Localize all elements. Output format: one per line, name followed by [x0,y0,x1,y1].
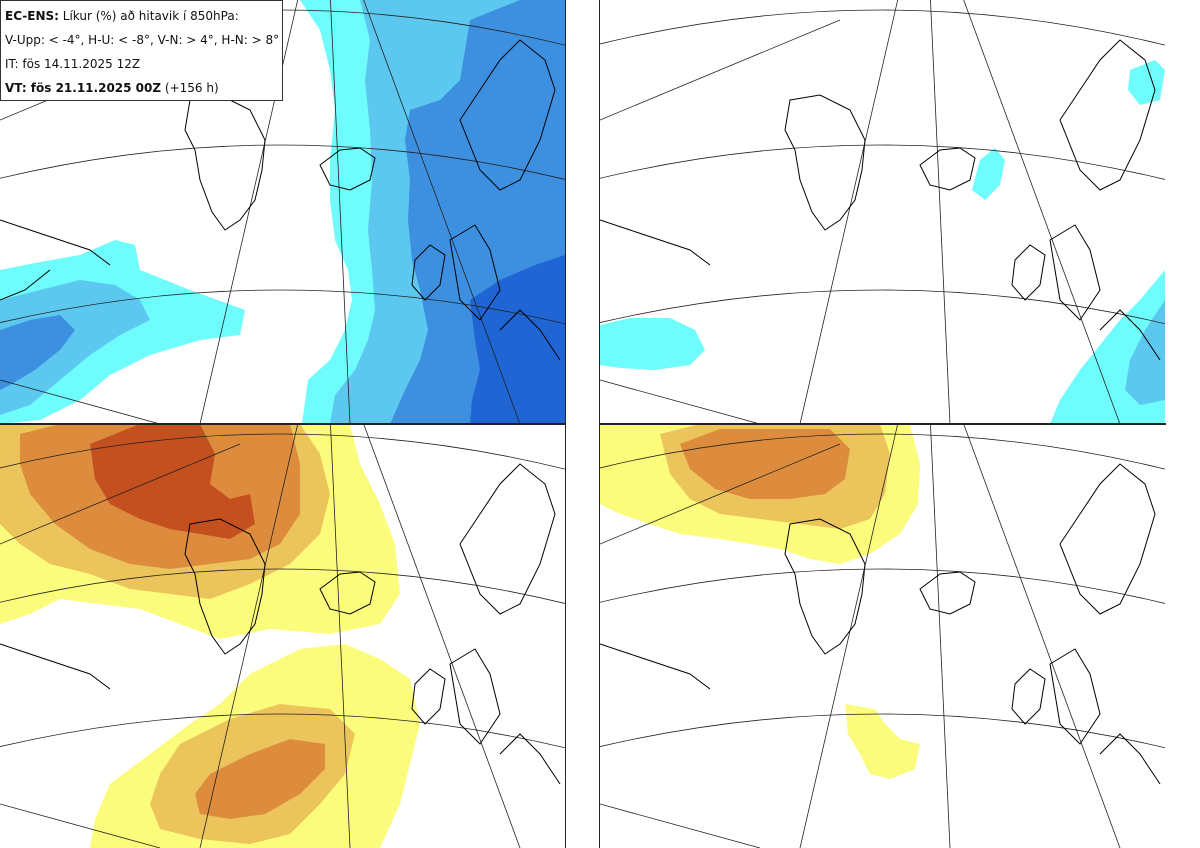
legend-line-valid-time: VT: fös 21.11.2025 00Z (+156 h) [5,76,278,100]
panel-bottom-right: 1009565355 [600,424,1165,848]
divider-horizontal-left [0,423,566,425]
legend-description: Líkur (%) að hitavik í 850hPa: [58,9,239,23]
prob-area-mid-west [0,280,150,415]
prob-area-mid [972,148,1005,200]
legend-model: EC-ENS: [5,9,59,23]
prob-area-north [1128,60,1165,105]
divider-vertical-right [599,0,600,848]
divider-vertical-left [565,0,566,848]
panel-top-right: 1009565355 [600,0,1165,424]
prob-area-se-mid [1125,300,1165,405]
legend-box: EC-ENS: Líkur (%) að hitavik í 850hPa: V… [0,0,283,101]
legend-line-init-time: IT: fös 14.11.2025 12Z [5,57,141,71]
legend-valid-time: VT: fös 21.11.2025 00Z [5,81,162,95]
prob-area-north-dark [680,429,850,499]
legend-line-thresholds: V-Upp: < -4°, H-U: < -8°, V-N: > 4°, H-N… [5,33,280,47]
map-top-left [0,0,565,424]
legend-lead-time: (+156 h) [161,81,219,95]
divider-horizontal-right [600,423,1166,425]
prob-area-dark-west [0,315,75,390]
prob-area-south-dark [195,739,325,819]
prob-area-south [845,704,920,779]
map-bottom-left [0,424,565,848]
panel-bottom-left: 1009565355 [0,424,565,848]
prob-area-sw [600,318,705,370]
map-top-right [600,0,1165,424]
map-bottom-right [600,424,1165,848]
legend-line-title: EC-ENS: Líkur (%) að hitavik í 850hPa: [5,4,278,28]
prob-area-north-darkest [90,424,255,539]
prob-area-darkest-east [470,255,565,424]
